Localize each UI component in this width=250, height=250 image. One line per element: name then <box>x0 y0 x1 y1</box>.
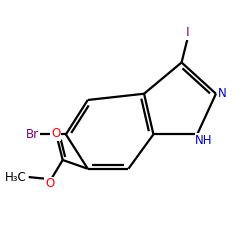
Text: I: I <box>186 26 190 40</box>
Text: O: O <box>45 177 54 190</box>
Text: N: N <box>218 87 226 100</box>
Text: NH: NH <box>195 134 213 146</box>
Text: Br: Br <box>26 128 39 141</box>
Text: O: O <box>51 127 60 140</box>
Text: H₃C: H₃C <box>4 170 26 183</box>
